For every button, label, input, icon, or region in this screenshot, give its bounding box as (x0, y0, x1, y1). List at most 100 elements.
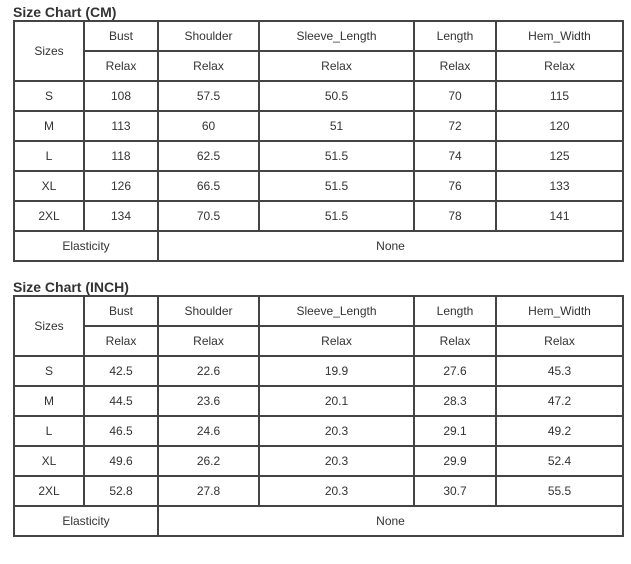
header-cell: Shoulder (157, 20, 260, 52)
chart-title: Size Chart (INCH) (13, 279, 129, 295)
table-cell: M (13, 110, 85, 142)
elasticity-value: None (157, 505, 624, 537)
table-cell: 22.6 (157, 355, 260, 387)
header-cell: Sleeve_Length (258, 295, 415, 327)
size-table: Sizes Bust Shoulder Sleeve_Length Length Hem_… (13, 20, 624, 262)
table-cell: 70 (413, 80, 497, 112)
subheader-row: Relax Relax Relax Relax Relax (14, 50, 624, 82)
table-row: XL 126 66.5 51.5 76 133 (13, 170, 624, 202)
header-cell: Sizes (13, 295, 85, 357)
table-cell: 118 (83, 140, 159, 172)
table-cell: 52.8 (83, 475, 159, 507)
table-row: XL 49.6 26.2 20.3 29.9 52.4 (13, 445, 624, 477)
table-cell: 108 (83, 80, 159, 112)
table-cell: 70.5 (157, 200, 260, 232)
table-cell: 113 (83, 110, 159, 142)
table-cell: 120 (495, 110, 624, 142)
table-cell: 51.5 (258, 140, 415, 172)
table-cell: 51 (258, 110, 415, 142)
chart-title: Size Chart (CM) (13, 4, 117, 20)
table-cell: 133 (495, 170, 624, 202)
table-cell: 27.8 (157, 475, 260, 507)
table-cell: 57.5 (157, 80, 260, 112)
subheader-cell: Relax (83, 50, 159, 82)
table-cell: 47.2 (495, 385, 624, 417)
table-cell: M (13, 385, 85, 417)
subheader-row: Relax Relax Relax Relax Relax (14, 325, 624, 357)
subheader-cell: Relax (413, 325, 497, 357)
table-row: S 42.5 22.6 19.9 27.6 45.3 (13, 355, 624, 387)
header-cell: Length (413, 20, 497, 52)
header-cell: Hem_Width (495, 20, 624, 52)
table-cell: XL (13, 170, 85, 202)
table-cell: 23.6 (157, 385, 260, 417)
header-cell: Shoulder (157, 295, 260, 327)
table-row: 2XL 52.8 27.8 20.3 30.7 55.5 (13, 475, 624, 507)
size-chart-inch: Size Chart (INCH) Sizes Bust Shoulder Sleev… (13, 279, 624, 537)
header-cell: Bust (83, 20, 159, 52)
table-cell: 2XL (13, 200, 85, 232)
table-cell: 42.5 (83, 355, 159, 387)
table-cell: 27.6 (413, 355, 497, 387)
table-cell: 52.4 (495, 445, 624, 477)
table-cell: 29.1 (413, 415, 497, 447)
table-cell: XL (13, 445, 85, 477)
table-cell: 20.3 (258, 475, 415, 507)
subheader-cell: Relax (258, 50, 415, 82)
table-cell: 26.2 (157, 445, 260, 477)
header-row: Sizes Bust Shoulder Sleeve_Length Length Hem_… (13, 295, 624, 357)
size-table: Sizes Bust Shoulder Sleeve_Length Length Hem_… (13, 295, 624, 537)
header-cell: Sizes (13, 20, 85, 82)
table-cell: 125 (495, 140, 624, 172)
header-cell: Sleeve_Length (258, 20, 415, 52)
subheader-cell: Relax (157, 50, 260, 82)
table-cell: 44.5 (83, 385, 159, 417)
subheader-cell: Relax (413, 50, 497, 82)
table-cell: 141 (495, 200, 624, 232)
elasticity-row: Elasticity None (13, 230, 624, 262)
table-row: L 118 62.5 51.5 74 125 (13, 140, 624, 172)
table-cell: 76 (413, 170, 497, 202)
subheader-cell: Relax (495, 325, 624, 357)
table-cell: 20.3 (258, 415, 415, 447)
size-chart-cm: Size Chart (CM) Sizes Bust Shoulder Sleeve_… (13, 4, 624, 262)
table-cell: 45.3 (495, 355, 624, 387)
table-cell: 28.3 (413, 385, 497, 417)
subheader-cell: Relax (495, 50, 624, 82)
table-cell: L (13, 415, 85, 447)
table-cell: 30.7 (413, 475, 497, 507)
table-cell: 60 (157, 110, 260, 142)
table-cell: 51.5 (258, 200, 415, 232)
header-row: Sizes Bust Shoulder Sleeve_Length Length Hem_… (13, 20, 624, 82)
table-cell: 51.5 (258, 170, 415, 202)
table-cell: 19.9 (258, 355, 415, 387)
elasticity-value: None (157, 230, 624, 262)
table-cell: L (13, 140, 85, 172)
subheader-cell: Relax (258, 325, 415, 357)
table-cell: 62.5 (157, 140, 260, 172)
table-cell: 49.6 (83, 445, 159, 477)
header-cell: Bust (83, 295, 159, 327)
table-cell: 126 (83, 170, 159, 202)
subheader-cell: Relax (157, 325, 260, 357)
table-cell: 24.6 (157, 415, 260, 447)
header-cell: Length (413, 295, 497, 327)
elasticity-label: Elasticity (13, 230, 159, 262)
table-cell: 49.2 (495, 415, 624, 447)
table-row: M 44.5 23.6 20.1 28.3 47.2 (13, 385, 624, 417)
table-cell: 29.9 (413, 445, 497, 477)
header-cell: Hem_Width (495, 295, 624, 327)
elasticity-row: Elasticity None (13, 505, 624, 537)
table-cell: 78 (413, 200, 497, 232)
table-row: M 113 60 51 72 120 (13, 110, 624, 142)
table-cell: 55.5 (495, 475, 624, 507)
table-cell: S (13, 80, 85, 112)
table-cell: 2XL (13, 475, 85, 507)
table-cell: 74 (413, 140, 497, 172)
subheader-cell: Relax (83, 325, 159, 357)
table-cell: 72 (413, 110, 497, 142)
table-cell: 46.5 (83, 415, 159, 447)
table-cell: 20.3 (258, 445, 415, 477)
table-cell: S (13, 355, 85, 387)
elasticity-label: Elasticity (13, 505, 159, 537)
